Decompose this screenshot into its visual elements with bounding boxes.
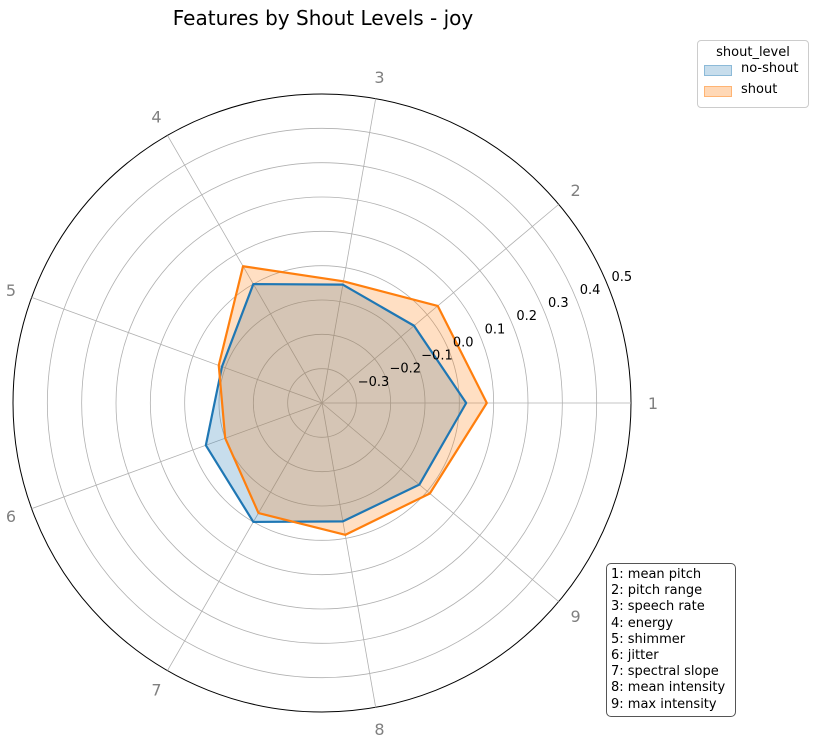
axis-label: 6 bbox=[6, 507, 16, 526]
axis-label: 3 bbox=[374, 68, 384, 87]
legend-item-shout: shout bbox=[698, 81, 808, 102]
radial-grid bbox=[12, 93, 632, 713]
axis-label: 9 bbox=[570, 607, 580, 626]
radial-tick-label: 0.0 bbox=[453, 335, 474, 350]
radial-tick-label: 0.1 bbox=[485, 322, 506, 337]
spoke-line bbox=[321, 98, 377, 404]
feature-key-item: 3: speech rate bbox=[611, 599, 705, 615]
chart-title: Features by Shout Levels - joy bbox=[172, 6, 474, 30]
spoke-line bbox=[167, 135, 323, 404]
legend: shout_level no-shout shout bbox=[697, 40, 809, 108]
radial-tick-label: 0.5 bbox=[611, 270, 632, 285]
legend-label-shout: shout bbox=[741, 82, 778, 97]
spoke-line bbox=[167, 402, 323, 671]
series-layer bbox=[204, 265, 488, 536]
spoke-line bbox=[321, 204, 559, 404]
feature-key-item: 9: max intensity bbox=[611, 696, 717, 712]
spoke-line bbox=[31, 296, 323, 404]
series-line-shout bbox=[217, 265, 488, 536]
axis-label: 4 bbox=[151, 107, 161, 126]
feature-key-item: 2: pitch range bbox=[611, 583, 703, 599]
radial-tick-label: −0.1 bbox=[421, 349, 453, 364]
axis-label: 1 bbox=[648, 394, 658, 413]
legend-swatch-shout bbox=[704, 86, 732, 97]
radial-tick-label: 0.4 bbox=[580, 283, 601, 298]
series-fill-shout bbox=[218, 266, 487, 535]
axis-labels: −0.3−0.2−0.10.0 0.1 0.2 0.3 0.4 0.5 1 2 3 4 5 6 7 8 9 bbox=[6, 68, 658, 739]
axis-label: 8 bbox=[374, 720, 384, 739]
series-fill-no-shout bbox=[205, 284, 467, 522]
feature-key-item: 6: jitter bbox=[611, 648, 659, 664]
radial-tick-label: 0.2 bbox=[516, 309, 537, 324]
axis-label: 7 bbox=[151, 681, 161, 700]
feature-key-item: 4: energy bbox=[611, 615, 674, 631]
radial-tick-label: 0.3 bbox=[548, 296, 569, 311]
spoke-line bbox=[31, 402, 323, 510]
axis-label: 5 bbox=[6, 281, 16, 300]
spoke-line bbox=[321, 402, 377, 708]
feature-key-item: 5: shimmer bbox=[611, 631, 686, 647]
legend-swatch-no-shout bbox=[704, 65, 732, 76]
radial-tick-label: −0.2 bbox=[389, 362, 421, 377]
legend-item-no-shout: no-shout bbox=[698, 60, 808, 81]
spoke-line bbox=[321, 402, 559, 602]
legend-label-no-shout: no-shout bbox=[741, 61, 799, 76]
axis-label: 2 bbox=[570, 181, 580, 200]
feature-key-item: 8: mean intensity bbox=[611, 680, 726, 696]
radial-tick-label: −0.3 bbox=[358, 375, 390, 390]
legend-title: shout_level bbox=[716, 45, 790, 60]
feature-key-item: 1: mean pitch bbox=[611, 567, 702, 582]
feature-key-item: 7: spectral slope bbox=[611, 664, 719, 680]
feature-key-box: 1: mean pitch 2: pitch range 3: speech r… bbox=[606, 563, 736, 717]
series-line-no-shout bbox=[204, 282, 468, 524]
